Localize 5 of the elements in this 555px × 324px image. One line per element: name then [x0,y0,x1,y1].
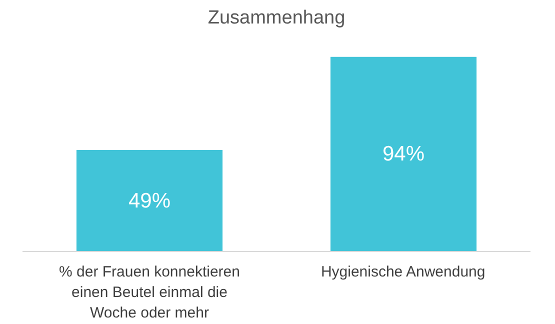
data-label: 49% [128,189,171,212]
chart-title: Zusammenhang [208,8,346,28]
data-label: 94% [382,142,425,166]
x-tick-label: Hygienische Anwendung [320,264,486,280]
x-tick-label: % der Frauen konnektieren einen Beutel einmal die Woche oder mehr [59,264,240,322]
